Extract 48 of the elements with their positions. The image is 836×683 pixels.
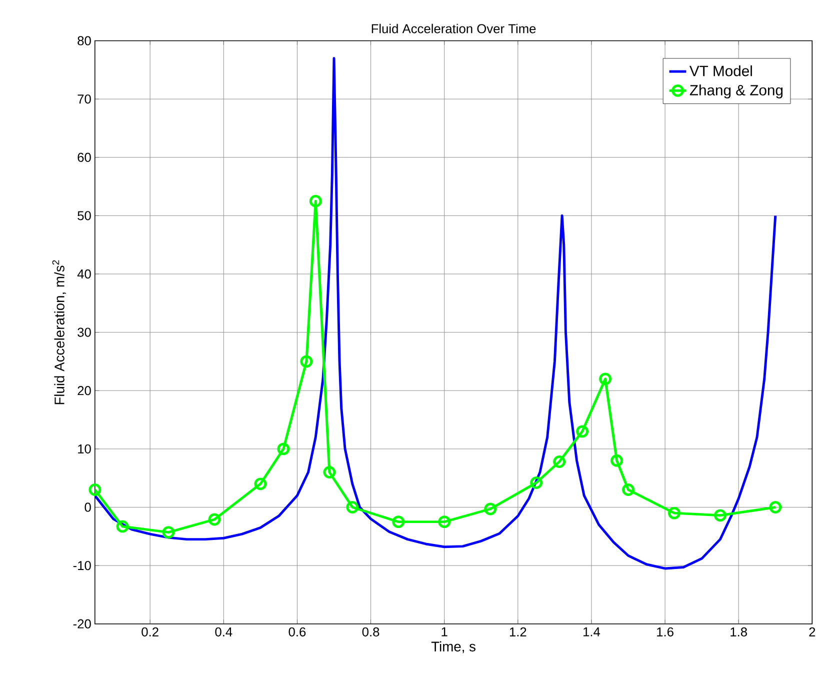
y-tick-label: 70 [78, 94, 91, 104]
legend-label: VT Model [689, 65, 752, 76]
y-tick-label: 20 [78, 386, 91, 395]
point [714, 508, 726, 522]
x-tick-label: 2 [809, 627, 816, 636]
x-tick-label: 1.6 [657, 627, 674, 636]
point [622, 483, 634, 496]
y-tick-label: 80 [78, 36, 91, 46]
point [88, 483, 102, 496]
x-tick-label: 1 [442, 627, 448, 636]
point [346, 500, 359, 514]
point [438, 515, 451, 528]
point [323, 466, 336, 478]
y-tick-label: 60 [78, 152, 91, 162]
point [162, 526, 175, 538]
x-axis-title: Time, s [431, 641, 476, 653]
x-tick-label: 1.8 [730, 627, 747, 636]
x-tick-label: 1.2 [510, 627, 526, 636]
point [530, 476, 543, 489]
y-tick-label: 10 [78, 444, 91, 454]
y-axis-title: Fluid Acceleration, m/s$^{2}$ [52, 260, 66, 404]
point [610, 454, 623, 467]
point [599, 372, 612, 385]
x-tick-label: 1.4 [584, 627, 600, 636]
point [484, 502, 497, 515]
point [254, 477, 267, 490]
point [668, 506, 680, 520]
y-tick-label: 30 [78, 328, 91, 337]
y-tick-label: 0 [84, 502, 91, 512]
x-tick-label: 0.8 [362, 627, 380, 636]
point [300, 355, 313, 368]
point [576, 424, 588, 438]
point [309, 194, 322, 208]
y-tick-label: 40 [77, 269, 91, 278]
point [553, 455, 566, 468]
point [208, 513, 221, 526]
x-tick-label: 0.6 [288, 627, 306, 636]
x-tick-label: 0.4 [215, 627, 232, 636]
y-tick-label: -20 [73, 619, 91, 628]
y-tick-label: -10 [73, 560, 91, 570]
point [392, 515, 405, 528]
point [277, 442, 290, 455]
chart-title: Fluid Acceleration Over Time [372, 24, 536, 34]
x-tick-label: 0.2 [142, 627, 158, 636]
point [116, 520, 129, 532]
legend-label: Zhang & Zong [690, 84, 783, 98]
y-tick-label: 50 [78, 210, 91, 220]
point [769, 500, 782, 514]
